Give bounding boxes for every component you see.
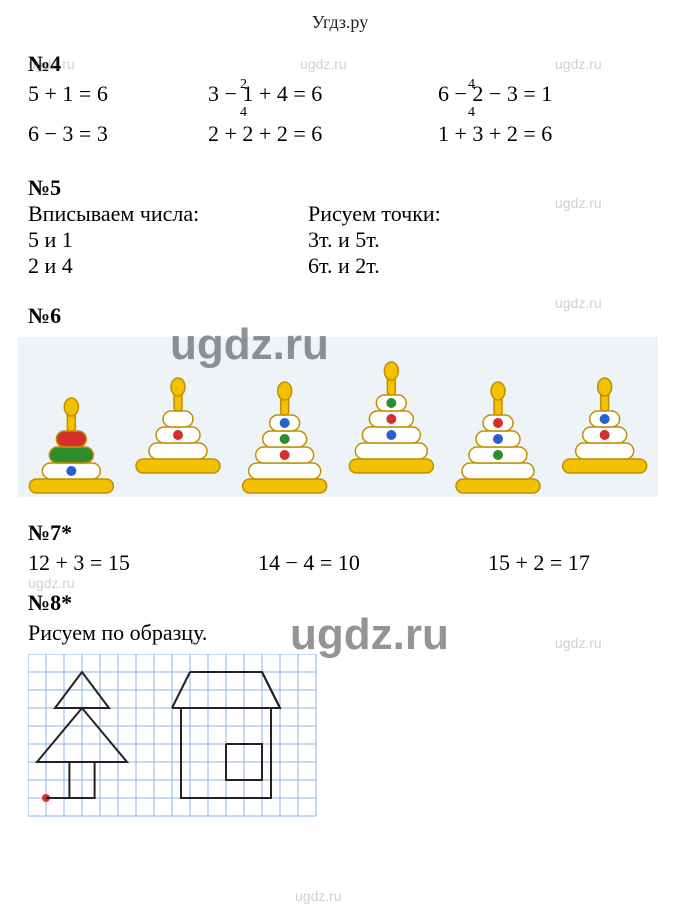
grid-drawing: [28, 654, 680, 823]
equation: 2 + 2 + 2 = 6: [208, 121, 438, 147]
section-5-title: №5: [28, 175, 680, 201]
section-8-title: №8*: [28, 590, 680, 616]
equation-row: 6 − 3 = 3 2 + 2 + 2 = 6 1 + 3 + 2 = 6: [28, 121, 680, 147]
equation-row: 5 + 1 = 6 3 − 1 + 4 = 6 6 − 2 − 3 = 1: [28, 81, 680, 107]
equation: 5 + 1 = 6: [28, 81, 208, 107]
equation: 1 + 3 + 2 = 6: [438, 121, 638, 147]
section-4-title: №4: [28, 51, 680, 77]
text-line: 3т. и 5т.: [308, 227, 588, 253]
pyramids-svg: [18, 337, 658, 497]
superscript: 2: [240, 77, 247, 93]
section-7-title: №7*: [28, 520, 680, 546]
pyramid-row: [18, 337, 680, 502]
text-line: Рисуем точки:: [308, 201, 588, 227]
watermark: ugdz.ru: [295, 888, 342, 904]
equation: 12 + 3 = 15: [28, 550, 258, 576]
text-line: 5 и 1: [28, 227, 308, 253]
text-line: Вписываем числа:: [28, 201, 308, 227]
watermark: ugdz.ru: [28, 575, 75, 591]
superscript: 4: [240, 105, 247, 121]
section-6-title: №6: [28, 303, 680, 329]
superscript: 4: [468, 77, 475, 93]
equation: 14 − 4 = 10: [258, 550, 488, 576]
section-8-caption: Рисуем по образцу.: [28, 620, 680, 646]
grid-svg: [28, 654, 318, 818]
text-line: 6т. и 2т.: [308, 253, 588, 279]
section-5-body: Вписываем числа: 5 и 1 2 и 4 Рисуем точк…: [28, 201, 680, 279]
superscript: 4: [468, 105, 475, 121]
page-header: Угдз.ру: [0, 0, 680, 41]
equation: 15 + 2 = 17: [488, 550, 668, 576]
equation-row: 12 + 3 = 15 14 − 4 = 10 15 + 2 = 17: [28, 550, 680, 576]
equation: 6 − 3 = 3: [28, 121, 208, 147]
text-line: 2 и 4: [28, 253, 308, 279]
